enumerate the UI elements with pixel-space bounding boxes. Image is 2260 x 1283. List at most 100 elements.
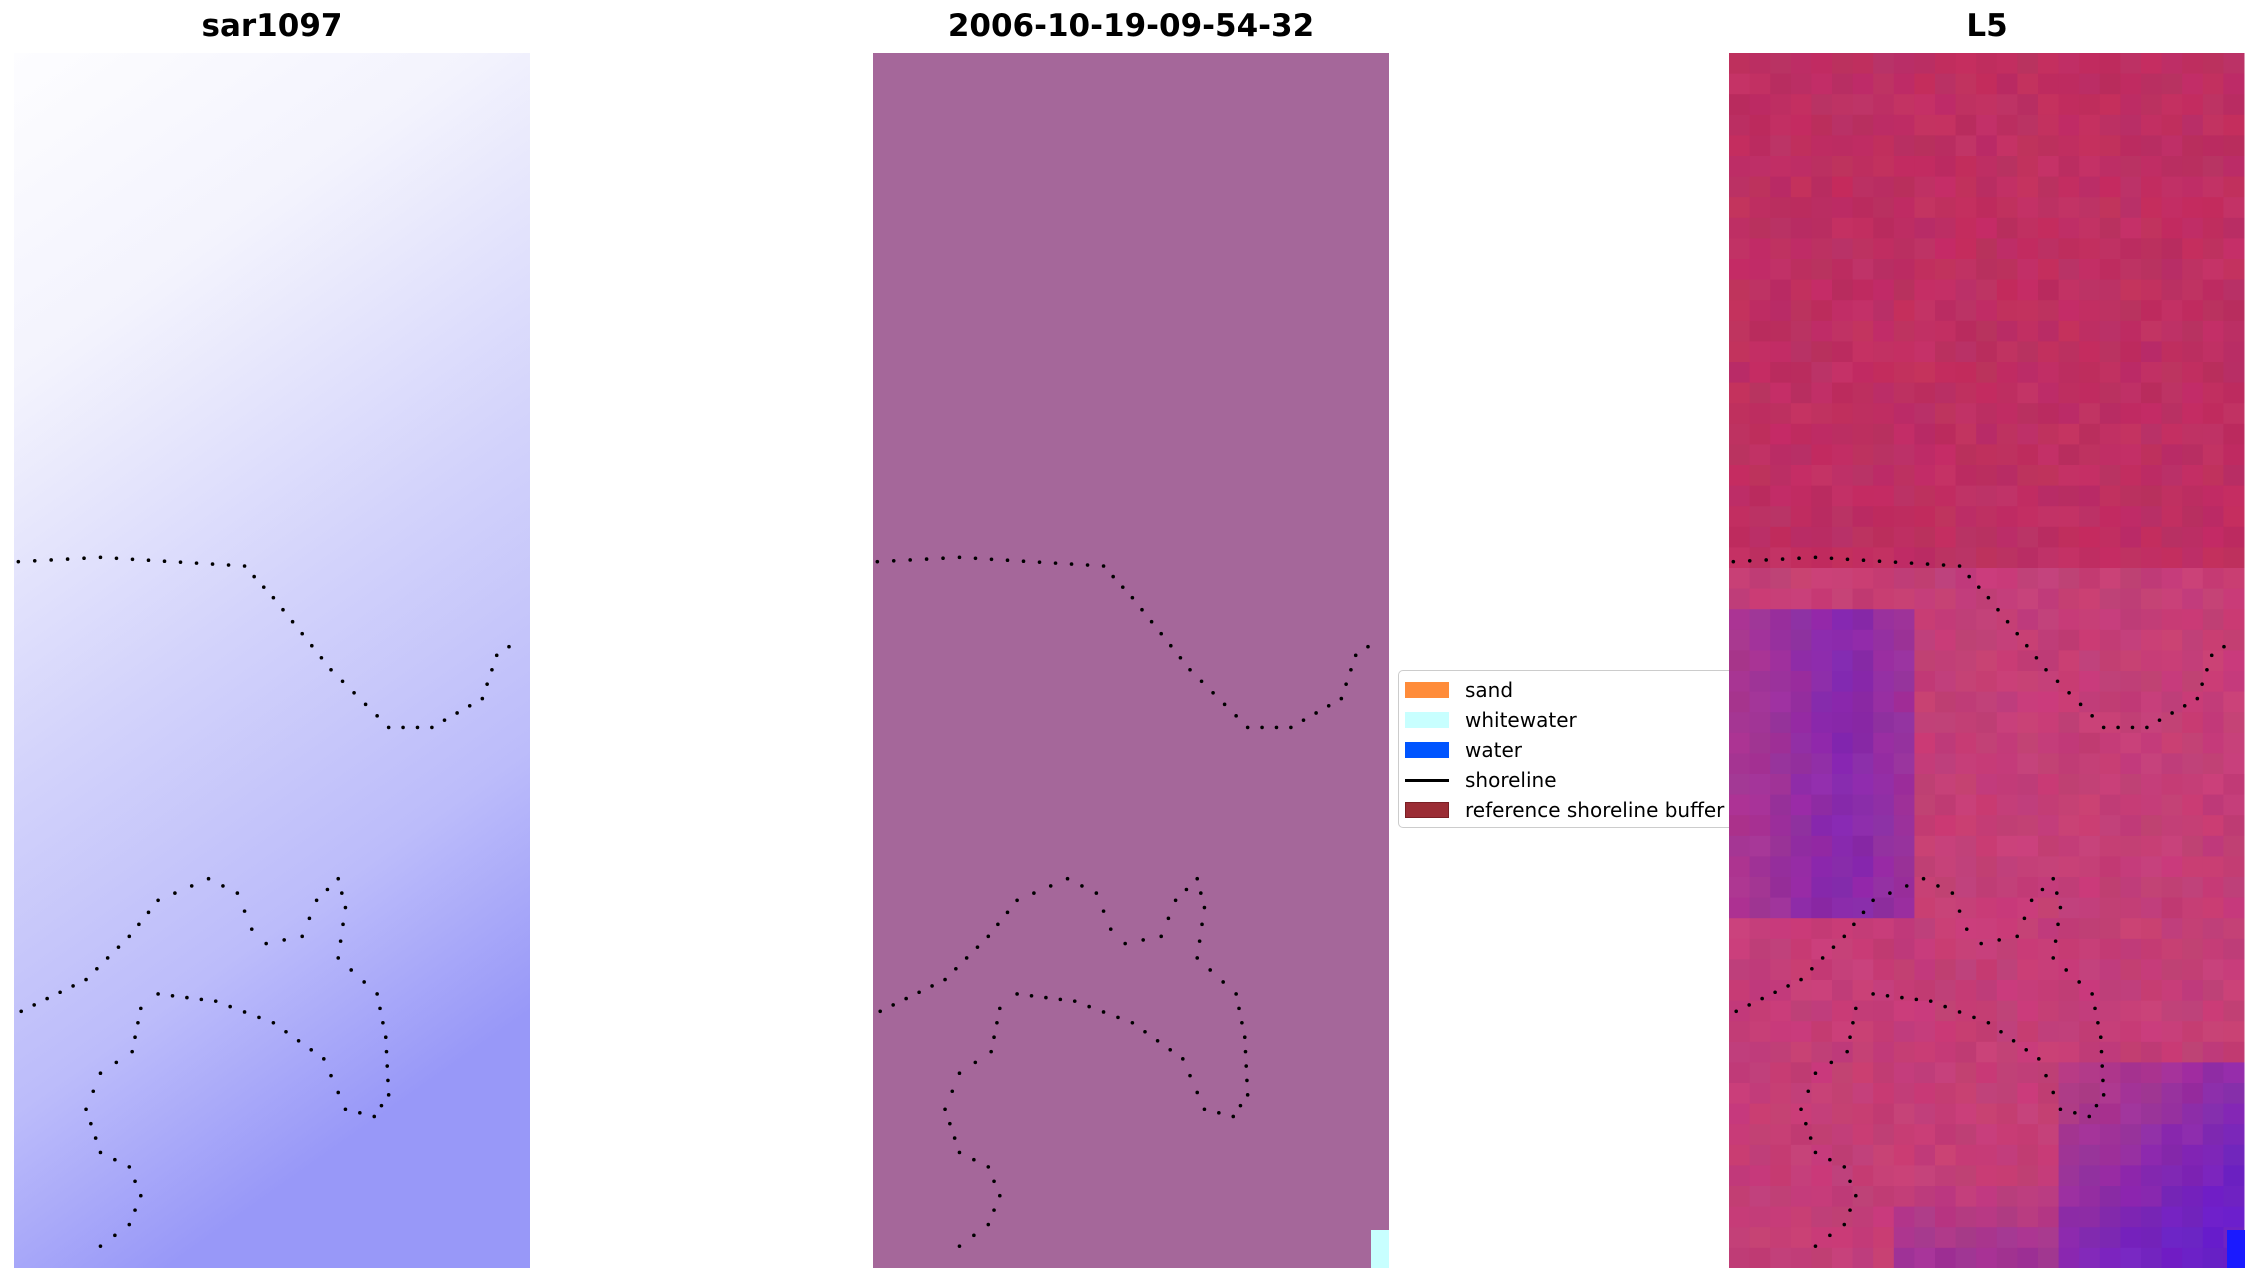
l5-pixel <box>2058 732 2080 754</box>
l5-pixel <box>1996 856 2018 878</box>
l5-pixel <box>2099 506 2121 528</box>
l5-pixel <box>2099 650 2121 672</box>
l5-pixel <box>2223 403 2245 425</box>
l5-pixel <box>1749 197 1771 219</box>
l5-pixel <box>2038 176 2060 198</box>
shoreline-point <box>310 643 314 648</box>
l5-pixel <box>2223 938 2245 960</box>
shoreline-point <box>1999 1029 2003 1034</box>
shoreline-point <box>32 559 37 563</box>
l5-pixel <box>2079 959 2101 981</box>
l5-pixel <box>2202 691 2224 713</box>
l5-pixel <box>1976 423 1998 445</box>
l5-pixel <box>2202 732 2224 754</box>
l5-pixel <box>1832 671 1854 693</box>
shoreline-point <box>319 655 324 660</box>
l5-pixel <box>1790 485 1812 507</box>
shoreline-point <box>490 667 494 672</box>
l5-pixel <box>2079 568 2101 590</box>
l5-pixel <box>2223 382 2245 404</box>
l5-pixel <box>1955 217 1977 239</box>
shoreline-point <box>1237 1006 1241 1011</box>
l5-pixel <box>1749 1062 1771 1084</box>
l5-pixel <box>1914 423 1936 445</box>
shoreline-point <box>924 557 929 561</box>
l5-pixel <box>1770 1000 1792 1022</box>
l5-pixel <box>1770 629 1792 651</box>
l5-pixel <box>2182 794 2204 816</box>
l5-pixel <box>1873 279 1895 301</box>
l5-pixel <box>1832 712 1854 734</box>
shoreline-point <box>1217 1111 1221 1115</box>
shoreline-point <box>467 703 472 708</box>
l5-pixel <box>1935 238 1957 260</box>
l5-pixel <box>1770 588 1792 610</box>
l5-pixel <box>2099 1186 2121 1208</box>
l5-pixel <box>2058 1165 2080 1187</box>
shoreline-point <box>1141 938 1145 942</box>
l5-pixel <box>1914 671 1936 693</box>
l5-pixel <box>1749 341 1771 363</box>
shoreline-point <box>271 1020 276 1025</box>
l5-pixel <box>2120 362 2142 384</box>
l5-pixel <box>1976 465 1998 487</box>
l5-pixel <box>1832 444 1854 466</box>
l5-pixel <box>2161 382 2183 404</box>
l5-pixel <box>2120 53 2142 75</box>
shoreline-point <box>173 891 177 895</box>
l5-pixel <box>1955 197 1977 219</box>
l5-pixel <box>1976 877 1998 899</box>
l5-pixel <box>2099 568 2121 590</box>
l5-pixel <box>2141 918 2163 940</box>
l5-pixel <box>2038 1186 2060 1208</box>
l5-pixel <box>1811 382 1833 404</box>
shoreline-point <box>381 1020 385 1025</box>
l5-pixel <box>2120 423 2142 445</box>
shoreline-point <box>235 891 240 895</box>
shoreline-point <box>1842 1222 1847 1227</box>
l5-pixel <box>1996 1247 2018 1268</box>
l5-pixel <box>1873 980 1895 1002</box>
l5-pixel <box>2161 856 2183 878</box>
l5-pixel <box>2038 423 2060 445</box>
shoreline-point <box>1957 1010 1962 1014</box>
l5-pixel <box>1935 320 1957 342</box>
l5-pixel <box>2058 794 2080 816</box>
l5-pixel <box>1976 629 1998 651</box>
l5-pixel <box>1996 1206 2018 1228</box>
l5-pixel <box>2120 403 2142 425</box>
l5-pixel <box>1914 197 1936 219</box>
l5-pixel <box>1996 423 2018 445</box>
l5-pixel <box>1976 506 1998 528</box>
l5-pixel <box>2099 691 2121 713</box>
classified-image <box>873 53 1389 1268</box>
shoreline-point <box>1032 891 1036 895</box>
shoreline-point <box>2029 898 2034 903</box>
l5-pixel <box>1935 362 1957 384</box>
l5-pixel <box>1729 300 1751 322</box>
l5-pixel <box>1893 774 1915 796</box>
l5-pixel <box>1790 526 1812 548</box>
shoreline-point <box>271 595 276 600</box>
l5-pixel <box>2223 856 2245 878</box>
l5-pixel <box>1852 774 1874 796</box>
l5-pixel <box>1749 1103 1771 1125</box>
shoreline-point <box>992 1035 996 1040</box>
shoreline-point <box>127 1165 132 1169</box>
l5-pixel <box>2038 1103 2060 1125</box>
l5-pixel <box>2120 259 2142 281</box>
shoreline-point <box>1080 884 1084 888</box>
l5-pixel <box>1832 897 1854 919</box>
l5-pixel <box>1893 794 1915 816</box>
l5-pixel <box>1935 856 1957 878</box>
l5-pixel <box>1893 485 1915 507</box>
l5-pixel <box>1955 1186 1977 1208</box>
l5-pixel <box>1893 938 1915 960</box>
l5-pixel <box>1914 403 1936 425</box>
l5-pixel <box>2058 959 2080 981</box>
shoreline-point <box>1058 997 1063 1002</box>
shoreline-point <box>242 909 247 913</box>
l5-pixel <box>1811 94 1833 116</box>
shoreline-point <box>136 1020 140 1025</box>
shoreline-point <box>992 1179 996 1184</box>
